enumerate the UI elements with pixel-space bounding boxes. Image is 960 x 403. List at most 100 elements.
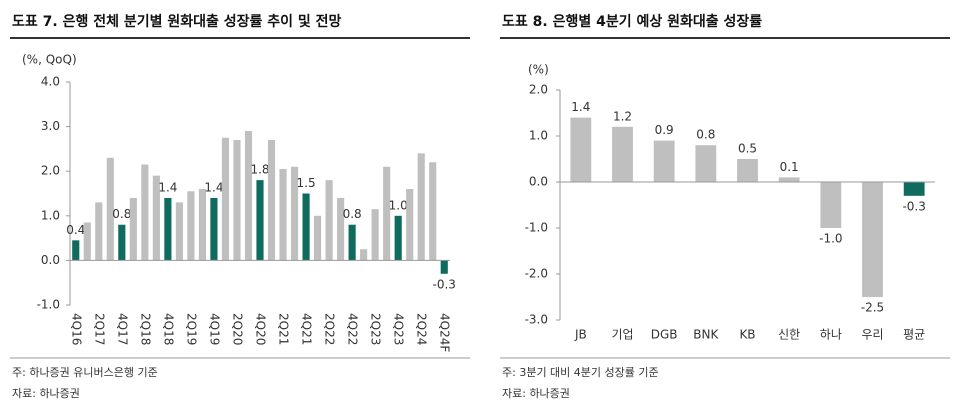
bar [325,180,333,261]
bar [360,249,368,261]
value-label: 1.4 [158,180,177,194]
y-tick-label: -2.0 [525,267,548,281]
x-tick-label: 우리 [861,328,883,342]
bar [129,197,137,261]
bar [778,177,800,182]
bar [417,153,425,261]
y-tick-label: 3.0 [41,119,60,133]
x-tick-label: 4Q21 [300,313,314,345]
y-tick-label: 4.0 [41,75,60,89]
value-label: -0.3 [902,199,925,213]
y-tick-label: -1.0 [525,221,548,235]
y-tick-label: 0.0 [41,253,60,267]
bar [695,145,717,182]
x-tick-label: 2Q20 [230,313,244,345]
x-tick-label: 신한 [778,328,800,342]
value-label: 0.4 [66,223,85,237]
x-tick-label: DGB [651,328,678,342]
bar [118,224,126,261]
y-axis-unit: (%, QoQ) [22,53,77,67]
bar [83,222,91,261]
x-tick-label: BNK [693,328,719,342]
bar [337,197,345,261]
note: 자료: 하나증권 [502,386,570,400]
bar [164,197,172,261]
y-tick-label: 0.0 [529,175,548,189]
bar [290,166,299,261]
value-label: -1.0 [819,232,842,246]
value-label: 0.8 [696,128,715,142]
bar [267,139,276,261]
bar [152,175,160,261]
value-label: 1.2 [613,109,632,123]
bar [394,215,402,261]
bar [406,189,414,261]
value-label: 1.4 [571,100,590,114]
x-tick-label: KB [739,328,755,342]
x-tick-label: 4Q24F [438,313,452,352]
x-tick-label: 2Q19 [184,313,198,345]
bar [570,117,592,182]
bar [95,202,103,261]
x-tick-label: 4Q18 [161,313,175,345]
x-tick-label: 평균 [903,328,925,342]
value-label: 0.5 [738,142,757,156]
bar [244,131,253,261]
value-label: 1.4 [204,180,223,194]
x-tick-label: 하나 [820,328,842,342]
y-tick-label: 1.0 [529,129,548,143]
x-tick-label: JB [574,328,587,342]
x-tick-label: 4Q20 [254,313,268,345]
bar [256,180,264,261]
y-tick-label: 2.0 [41,164,60,178]
y-tick-label: 1.0 [41,208,60,222]
x-tick-label: 4Q17 [115,313,129,345]
value-label: 0.8 [343,207,362,221]
bar [371,209,379,261]
bar [72,240,80,261]
bar [221,137,230,261]
bar [106,157,114,261]
note: 주: 하나증권 유니버스은행 기준 [12,365,158,379]
value-label: 1.0 [389,198,408,212]
bar [348,224,356,261]
bar [198,189,206,261]
bar [279,168,287,261]
x-tick-label: 기업 [611,328,633,342]
bar [653,140,675,182]
bar [175,202,183,261]
x-tick-label: 2Q22 [323,313,337,345]
bar [210,197,218,261]
bar [429,162,437,261]
x-tick-label: 2Q23 [369,313,383,345]
bar [187,191,195,261]
value-label: 1.8 [250,163,269,177]
value-label: -0.3 [433,277,456,291]
bar [862,182,883,297]
bar [314,215,322,261]
x-tick-label: 4Q16 [69,313,83,345]
value-label: 0.9 [655,123,674,137]
y-tick-label: -3.0 [525,313,548,327]
note: 주: 3분기 대비 4분기 성장률 기준 [502,366,659,379]
bar [737,159,758,182]
bar [440,260,448,274]
value-label: 1.5 [297,176,316,190]
value-label: 0.1 [780,160,799,174]
chart-title: 도표 7. 은행 전체 분기별 원화대출 성장률 추이 및 전망 [12,13,342,30]
x-tick-label: 2Q21 [277,313,291,345]
bar [820,182,842,228]
x-tick-label: 2Q17 [92,313,106,345]
bar [233,139,241,261]
bar [612,126,633,182]
bar [903,182,925,196]
x-tick-label: 4Q19 [207,313,221,345]
bar [141,164,149,261]
y-tick-label: 2.0 [529,83,548,97]
x-tick-label: 4Q22 [346,313,360,345]
chart-title: 도표 8. 은행별 4분기 예상 원화대출 성장률 [502,13,762,30]
y-tick-label: -1.0 [37,298,60,312]
value-label: -2.5 [861,301,884,315]
x-tick-label: 2Q18 [138,313,152,345]
